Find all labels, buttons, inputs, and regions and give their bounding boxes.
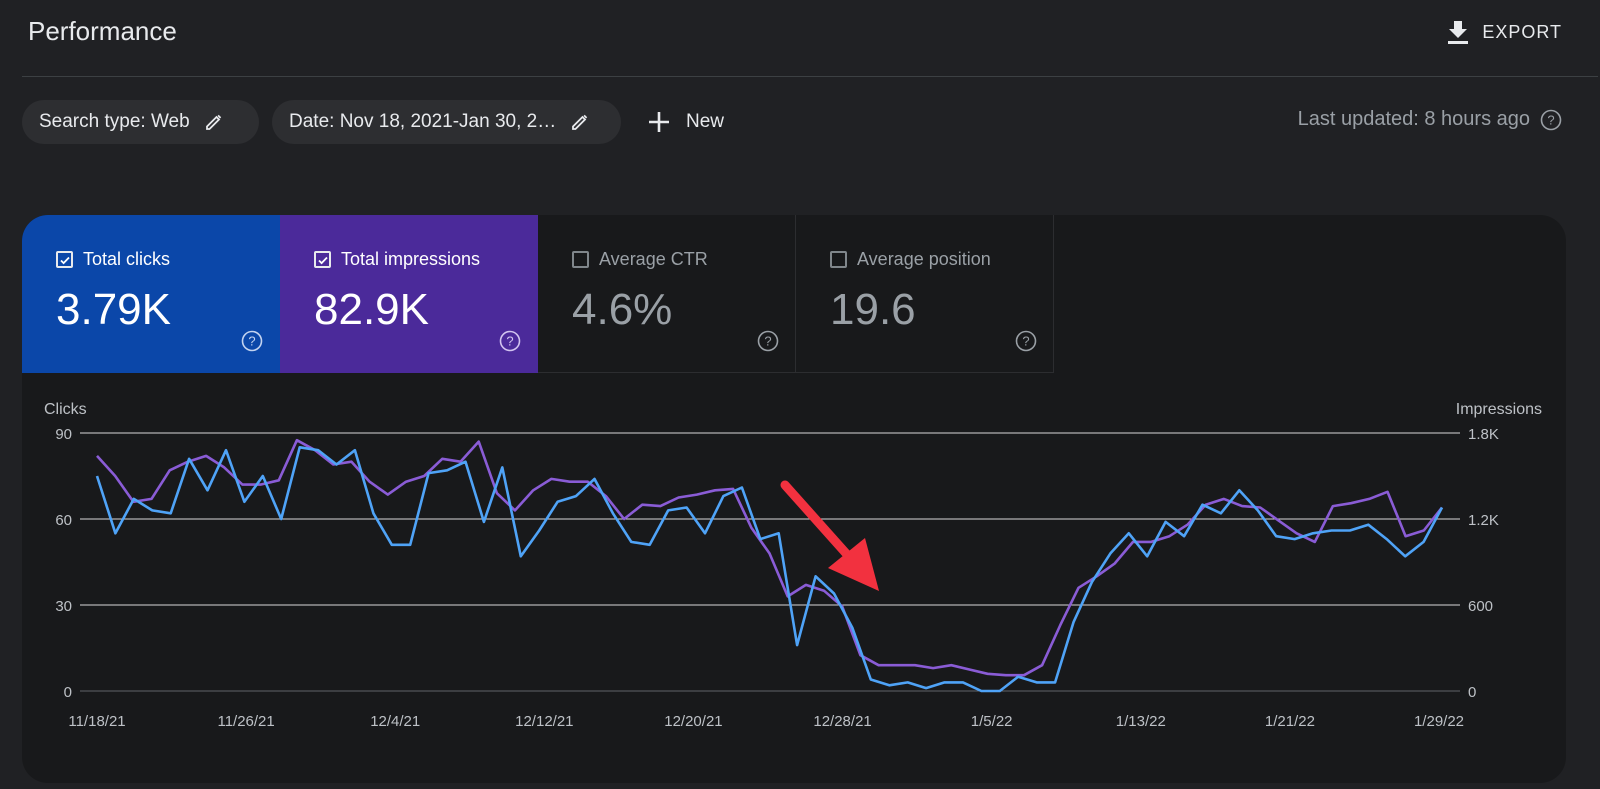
metric-label: Average CTR [599,249,708,269]
metric-card-total-clicks[interactable]: Total clicks 3.79K ? [22,215,280,373]
left-tick-label: 60 [55,512,72,529]
edit-pencil-icon [572,114,588,130]
x-tick-label: 12/28/21 [813,713,871,730]
metric-card-average-ctr[interactable]: Average CTR 4.6% ? [538,215,796,373]
left-tick-label: 30 [55,598,72,615]
x-tick-label: 1/21/22 [1265,713,1315,730]
metric-value: 3.79K [56,285,171,334]
performance-chart: Clicks Impressions 90 60 30 0 1.8K 1.2K 600 0 … [22,375,1566,783]
download-icon [1448,21,1469,44]
metric-label: Total clicks [83,249,171,269]
metric-value: 4.6% [572,285,673,334]
svg-text:?: ? [506,334,513,349]
checkbox-checked-icon[interactable] [314,251,331,268]
x-tick-label: 11/26/21 [217,713,274,730]
metric-value: 19.6 [830,285,916,334]
x-tick-label: 11/18/21 [68,713,125,730]
right-tick-label: 1.8K [1468,426,1499,443]
clicks-series-line [95,446,1444,693]
x-tick-label: 12/4/21 [370,713,420,730]
date-filter-label: Date: Nov 18, 2021-Jan 30, 2… [289,111,557,132]
metric-label: Total impressions [341,249,481,269]
left-tick-label: 0 [64,684,72,701]
right-tick-label: 600 [1468,598,1493,615]
last-updated: Last updated: 8 hours ago ? [1298,108,1562,131]
right-tick-label: 0 [1468,684,1476,701]
search-type-label: Search type: Web [39,111,190,132]
metric-card-average-position[interactable]: Average position 19.6 ? [796,215,1054,373]
plus-icon [649,112,669,132]
svg-text:?: ? [248,334,255,349]
right-axis-label: Impressions [1456,401,1542,418]
edit-pencil-icon [205,114,221,130]
page-title: Performance [28,16,177,46]
right-tick-label: 1.2K [1468,512,1499,529]
last-updated-text: Last updated: 8 hours ago [1297,108,1530,130]
checkbox-checked-icon[interactable] [56,251,73,268]
checkbox-unchecked-icon[interactable] [572,251,589,268]
new-filter-button[interactable]: New [648,100,724,144]
export-label: EXPORT [1482,21,1562,42]
x-tick-label: 12/12/21 [515,713,573,730]
left-axis-label: Clicks [44,401,87,418]
x-tick-label: 12/20/21 [664,713,722,730]
checkbox-unchecked-icon[interactable] [830,251,847,268]
new-label: New [686,111,725,132]
page-header: Performance EXPORT [22,0,1598,77]
export-button[interactable]: EXPORT [1446,14,1562,50]
date-filter[interactable]: Date: Nov 18, 2021-Jan 30, 2… [272,100,621,144]
x-tick-label: 1/13/22 [1116,713,1166,730]
metric-card-total-impressions[interactable]: Total impressions 82.9K ? [280,215,538,373]
help-icon[interactable]: ? [241,330,263,352]
svg-text:?: ? [1547,112,1554,127]
help-icon[interactable]: ? [499,330,521,352]
help-icon[interactable]: ? [1540,109,1562,131]
search-type-filter[interactable]: Search type: Web [22,100,259,144]
svg-text:?: ? [764,334,771,349]
impressions-series-line [96,438,1444,677]
help-icon[interactable]: ? [1015,330,1037,352]
annotation-arrow [780,480,879,591]
x-tick-label: 1/5/22 [971,713,1013,730]
svg-text:?: ? [1022,334,1029,349]
metric-value: 82.9K [314,285,429,334]
performance-panel: Total clicks 3.79K ? Total impressions 8… [22,215,1566,783]
x-tick-label: 1/29/22 [1414,713,1464,730]
help-icon[interactable]: ? [757,330,779,352]
metric-label: Average position [857,249,991,269]
left-tick-label: 90 [55,426,72,443]
